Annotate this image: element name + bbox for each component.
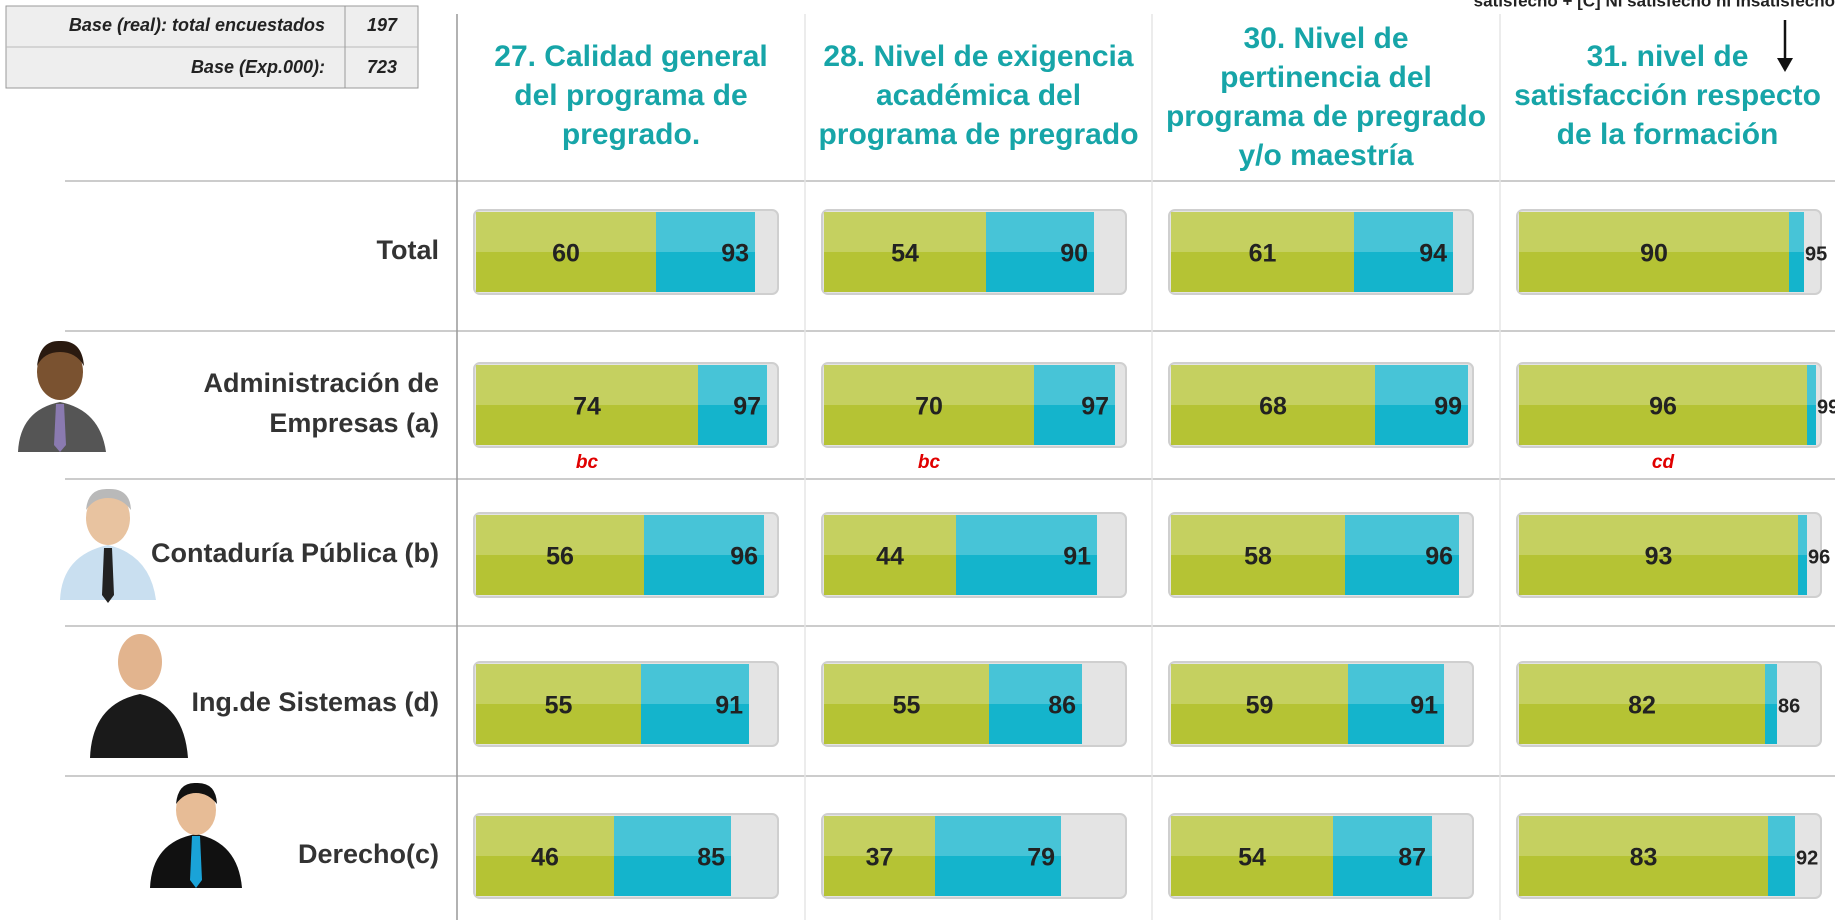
- row-label: Total: [377, 235, 440, 265]
- value-label: 96: [1649, 393, 1677, 421]
- value-label: 94: [1419, 240, 1447, 268]
- significance-label: cd: [1652, 452, 1675, 473]
- panel-title: 31. nivel de: [1587, 40, 1749, 73]
- value-label: 68: [1259, 393, 1287, 421]
- bar-gloss: [1171, 816, 1432, 856]
- bar-gloss: [824, 365, 1115, 405]
- value-label: 96: [730, 543, 758, 571]
- base-value: 197: [367, 15, 398, 35]
- row-label: Contaduría Pública (b): [151, 538, 439, 568]
- value-label: 60: [552, 240, 580, 268]
- value-label: 54: [1238, 844, 1266, 872]
- value-label: 91: [715, 692, 743, 720]
- value-label: 70: [915, 393, 943, 421]
- bar-gloss: [1171, 365, 1468, 405]
- value-label: 83: [1630, 844, 1658, 872]
- value-label: 79: [1027, 844, 1055, 872]
- significance-label: bc: [576, 452, 599, 473]
- value-label: 86: [1048, 692, 1076, 720]
- panel-title: pertinencia del: [1220, 61, 1432, 94]
- bar-gloss: [824, 664, 1082, 704]
- value-label: 97: [1081, 393, 1109, 421]
- panel-title: satisfacción respecto: [1514, 79, 1821, 112]
- arrow-head: [1777, 58, 1793, 72]
- row-label: Derecho(c): [298, 839, 439, 869]
- panel-title: programa de pregrado: [818, 118, 1138, 151]
- value-label: 99: [1434, 393, 1462, 421]
- bar-gloss: [1171, 664, 1444, 704]
- value-label: 55: [893, 692, 921, 720]
- bar-gloss: [476, 515, 764, 555]
- bar-gloss: [476, 816, 731, 856]
- bar-gloss: [824, 212, 1094, 252]
- panel-title: 30. Nivel de: [1243, 22, 1408, 55]
- bar-gloss: [824, 515, 1097, 555]
- person-icon: [60, 489, 156, 603]
- bar-gloss: [476, 212, 755, 252]
- value-label: 37: [866, 844, 894, 872]
- value-label: 82: [1628, 692, 1656, 720]
- value-label: 96: [1425, 543, 1453, 571]
- panel-title: de la formación: [1557, 118, 1779, 151]
- value-label: 55: [545, 692, 573, 720]
- value-label: 61: [1249, 240, 1277, 268]
- bar-gloss: [1171, 212, 1453, 252]
- person-icon: [18, 341, 106, 452]
- person-icon: [90, 634, 188, 758]
- value-label: 91: [1063, 543, 1091, 571]
- person-icon: [150, 783, 242, 888]
- value-label: 99: [1817, 396, 1835, 418]
- value-label: 93: [721, 240, 749, 268]
- bar-gloss: [476, 664, 749, 704]
- value-label: 46: [531, 844, 559, 872]
- legend-note: satisfecho + [C] Ni satisfecho ni insati…: [1474, 0, 1835, 10]
- value-label: 90: [1060, 240, 1088, 268]
- value-label: 95: [1805, 243, 1827, 265]
- panel-title: académica del: [876, 79, 1081, 112]
- bar-gloss: [824, 816, 1061, 856]
- value-label: 97: [733, 393, 761, 421]
- panel-title: del programa de: [514, 79, 747, 112]
- value-label: 93: [1645, 543, 1673, 571]
- value-label: 58: [1244, 543, 1272, 571]
- base-value: 723: [367, 57, 397, 77]
- panel-title: 28. Nivel de exigencia: [823, 40, 1133, 73]
- value-label: 59: [1246, 692, 1274, 720]
- base-label: Base (real): total encuestados: [69, 15, 325, 35]
- base-label: Base (Exp.000):: [191, 57, 325, 77]
- bar-gloss: [476, 365, 767, 405]
- panel-title: y/o maestría: [1238, 139, 1413, 172]
- value-label: 85: [697, 844, 725, 872]
- value-label: 54: [891, 240, 919, 268]
- panel-title: programa de pregrado: [1166, 100, 1486, 133]
- panel-title: pregrado.: [562, 118, 700, 151]
- value-label: 87: [1398, 844, 1426, 872]
- bar-gloss: [1171, 515, 1459, 555]
- chart: Base (real): total encuestados 197 Base …: [0, 0, 1835, 920]
- significance-label: bc: [918, 452, 941, 473]
- row-label: Administración de: [203, 368, 439, 398]
- value-label: 74: [573, 393, 601, 421]
- row-label: Ing.de Sistemas (d): [191, 687, 439, 717]
- value-label: 90: [1640, 240, 1668, 268]
- panel-title: 27. Calidad general: [494, 40, 767, 73]
- value-label: 56: [546, 543, 574, 571]
- value-label: 44: [876, 543, 904, 571]
- value-label: 92: [1796, 847, 1818, 869]
- value-label: 91: [1410, 692, 1438, 720]
- row-label: Empresas (a): [269, 408, 439, 438]
- value-label: 96: [1808, 546, 1830, 568]
- value-label: 86: [1778, 695, 1800, 717]
